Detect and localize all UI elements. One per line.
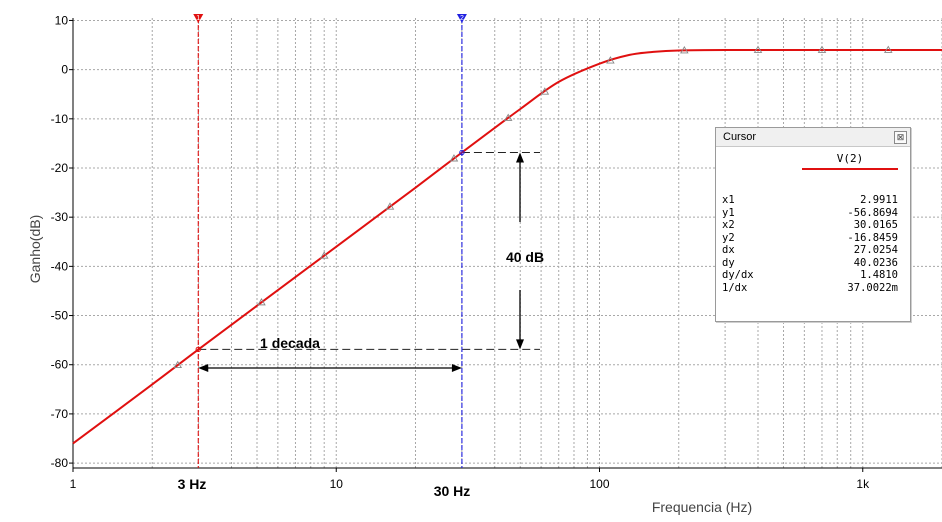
y-tick-label: 10	[55, 13, 69, 27]
axes	[69, 18, 942, 472]
decade-arrow-left-head	[198, 364, 209, 372]
series-marker	[385, 202, 395, 210]
cursor-readout-value: 30.0165	[853, 219, 898, 231]
cursor-readout-value: 2.9911	[860, 194, 898, 206]
y-tick-label: -70	[51, 407, 69, 421]
x-tick-label: 1k	[856, 477, 870, 491]
decade-label: 1 decada	[260, 335, 320, 351]
cursor-1-handle-label: 1	[196, 15, 200, 22]
y-tick-label: -50	[51, 309, 69, 323]
cursor-readout-rows: x1 2.9911 y1 -56.8694 x2 30.0165 y2 -16.8459 dx 2…	[716, 194, 910, 294]
cursor-2-handle	[456, 14, 467, 23]
cursor-readout-value: -16.8459	[847, 231, 898, 244]
series-marker	[753, 45, 763, 53]
cursor-readout-row: dy/dx 1.4810	[716, 269, 910, 282]
series-marker	[817, 45, 827, 53]
y-tick-label: -30	[51, 210, 69, 224]
cursor1-freq-label: 3 Hz	[178, 476, 207, 492]
gain-arrow-bottom-head	[516, 339, 524, 350]
x-tick-label: 1	[70, 477, 77, 491]
series-marker	[319, 251, 329, 259]
cursor-1-handle	[193, 14, 204, 23]
x-tick-label: 100	[589, 477, 609, 491]
series-marker	[540, 87, 550, 95]
cursor-readout-row: dx 27.0254	[716, 244, 910, 257]
y-tick-label: 0	[61, 63, 68, 77]
cursor-series-name: V(2)	[836, 152, 864, 165]
y-tick-label: -40	[51, 259, 69, 273]
cursor-readout-value: 1.4810	[860, 269, 898, 281]
series-marker	[680, 46, 689, 54]
x-axis-title: Frequencia (Hz)	[652, 499, 752, 515]
cursor-1-point	[195, 346, 201, 353]
close-icon[interactable]: ⊠	[894, 131, 907, 144]
cursor-panel[interactable]: Cursor ⊠ V(2) x1 2.9911 y1 -56.8694 x2 30.016…	[715, 127, 911, 322]
series-marker	[257, 297, 266, 306]
cursor-readout-key: x2	[722, 219, 735, 231]
cursor-readout-row: y1 -56.8694	[716, 207, 910, 220]
gain-arrow-top-head	[516, 152, 524, 163]
gain-difference-label: 40 dB	[506, 249, 544, 265]
cursor-series-swatch	[802, 168, 898, 170]
series-marker	[503, 113, 513, 121]
y-axis-title: Ganho(dB)	[27, 215, 43, 283]
cursor-readout-value: 40.0236	[853, 256, 898, 269]
cursor-readout-value: 37.0022m	[847, 281, 898, 294]
cursor-readout-key: y1	[722, 206, 735, 219]
cursor-readout-key: dx	[722, 244, 735, 256]
decade-arrow-right-head	[451, 364, 462, 372]
cursor-panel-title: Cursor	[723, 131, 757, 143]
cursor-readout-value: 27.0254	[853, 244, 898, 256]
y-tick-label: -10	[51, 112, 69, 126]
cursor-2-point	[459, 149, 465, 156]
y-tick-label: -60	[51, 358, 69, 372]
cursor-readout-key: dy	[722, 256, 735, 269]
cursor-readout-value: -56.8694	[847, 206, 898, 219]
cursor-readout-row: 1/dx 37.0022m	[716, 282, 910, 295]
series-marker	[606, 56, 615, 64]
cursor-readout-row: x2 30.0165	[716, 219, 910, 232]
tick-labels: 100-10-20-30-40-50-60-70-801 10 100 1k	[51, 13, 870, 491]
cursor2-freq-label: 30 Hz	[434, 483, 471, 499]
y-tick-label: -80	[51, 456, 69, 470]
cursor-readout-row: x1 2.9911	[716, 194, 910, 207]
series-marker	[173, 360, 183, 369]
x-tick-label: 10	[330, 477, 344, 491]
cursor-readout-key: dy/dx	[722, 269, 754, 281]
y-tick-label: -20	[51, 161, 69, 175]
cursor-2-handle-label: 2	[460, 15, 464, 22]
cursor-panel-titlebar[interactable]: Cursor ⊠	[716, 128, 910, 147]
series-marker	[449, 154, 459, 162]
series-layer	[72, 45, 942, 445]
cursor-readout-key: 1/dx	[722, 281, 748, 294]
series-line-v2	[72, 48, 942, 445]
cursor-readout-row: y2 -16.8459	[716, 232, 910, 245]
cursor-readout-key: x1	[722, 194, 735, 206]
cursor-readout-key: y2	[722, 231, 735, 244]
annotations	[198, 151, 540, 372]
cursor-readout-row: dy 40.0236	[716, 257, 910, 270]
series-marker	[883, 45, 893, 53]
